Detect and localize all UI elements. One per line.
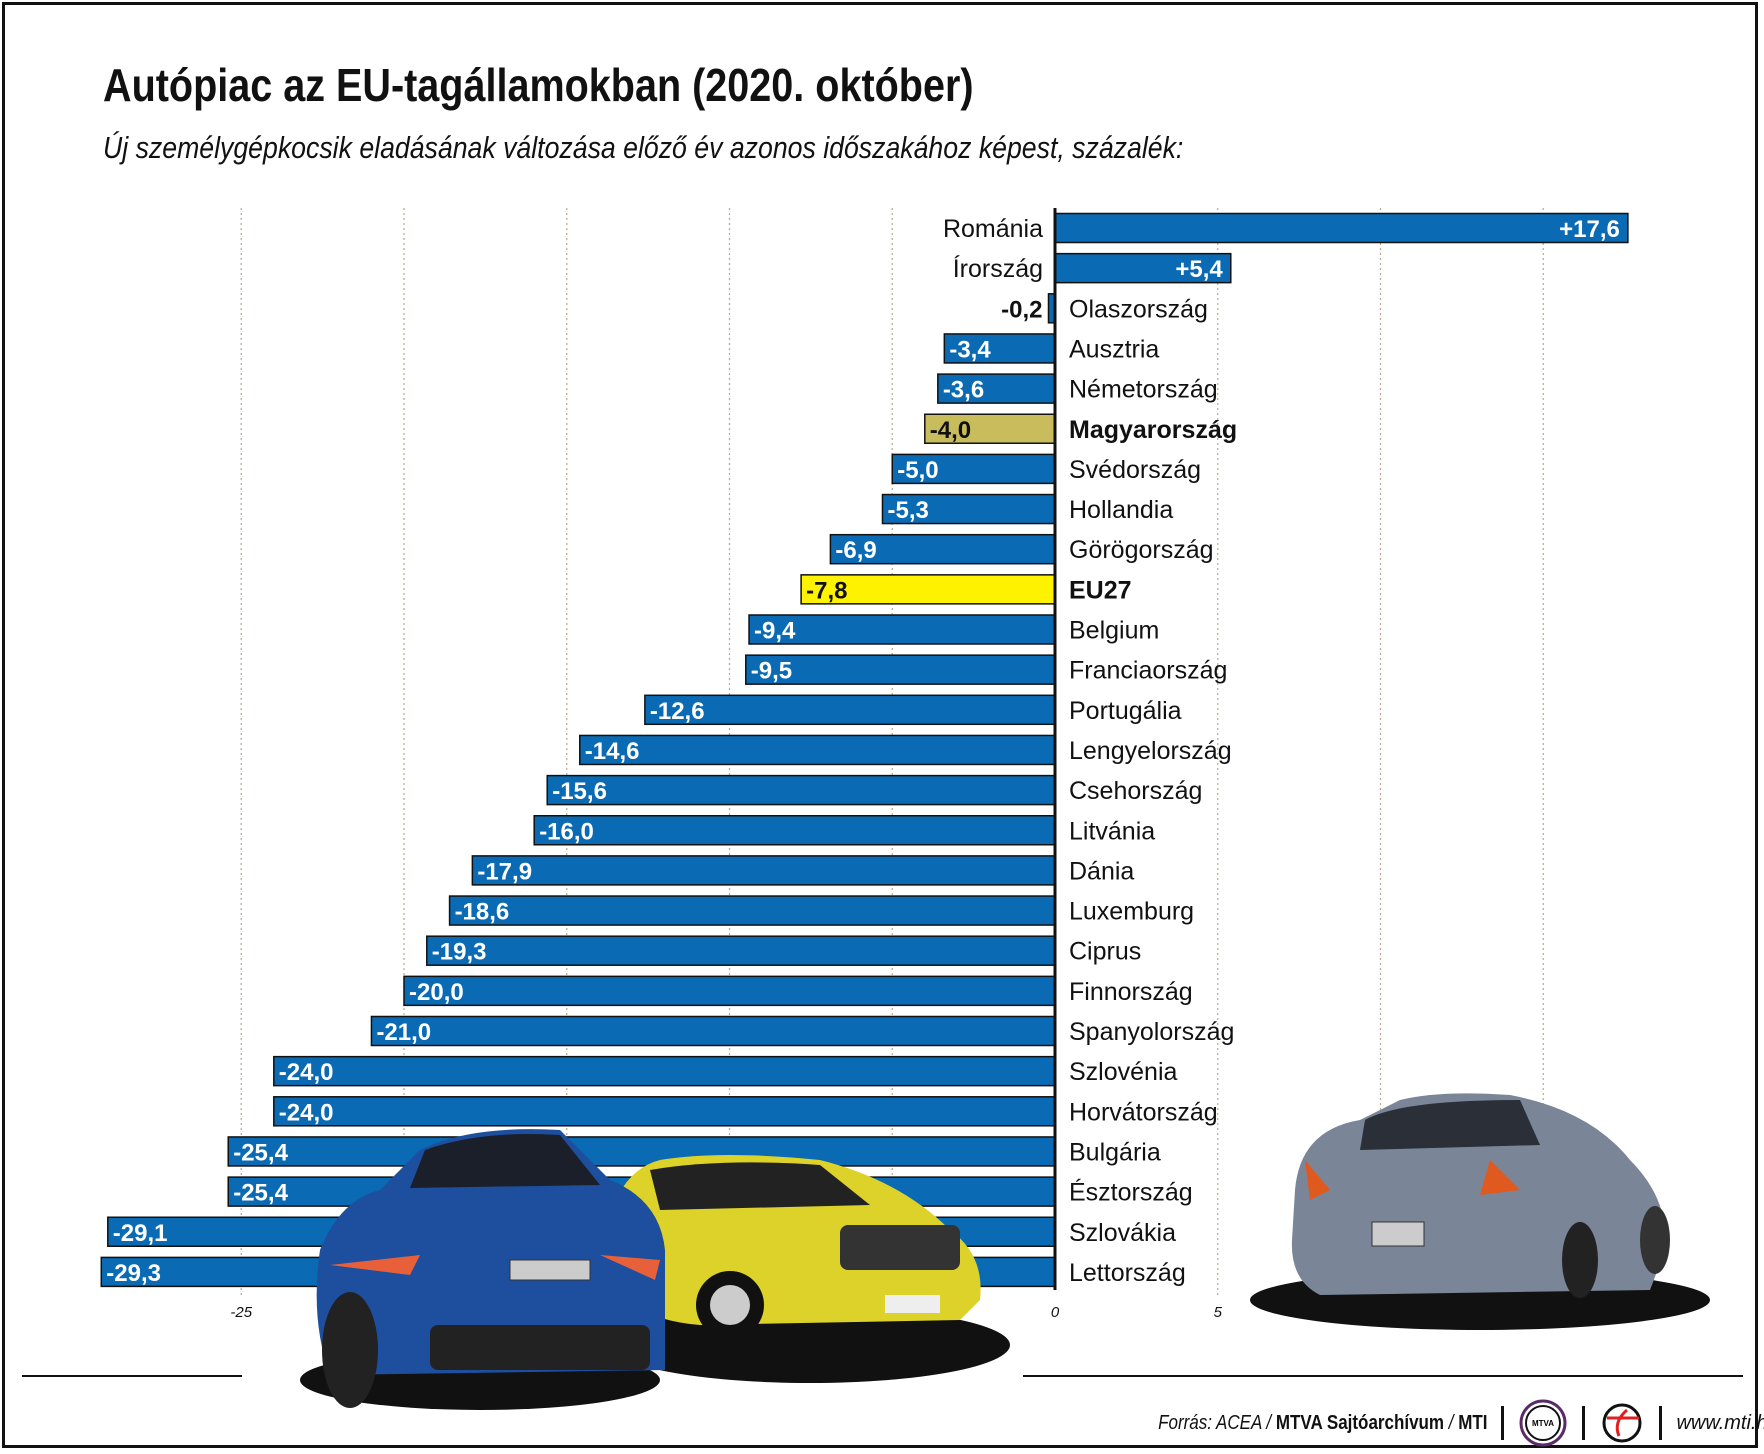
category-label: Észtország [1069, 1178, 1193, 1207]
value-label: -24,0 [279, 1099, 334, 1126]
bar [546, 774, 1056, 806]
category-label: Olaszország [1069, 295, 1208, 323]
bar [471, 855, 1056, 886]
bar [448, 895, 1056, 926]
category-label: Lettország [1069, 1259, 1186, 1287]
website-link[interactable]: www.mti.hu [1676, 1411, 1764, 1434]
bar [943, 333, 1056, 364]
blue-car-illustration [300, 1129, 665, 1410]
category-label: Franciaország [1069, 657, 1227, 685]
category-label: Ausztria [1069, 335, 1159, 363]
value-label: -3,4 [949, 336, 991, 363]
category-label: Horvátország [1069, 1098, 1218, 1126]
bar [1054, 212, 1629, 244]
category-label: Hollandia [1069, 496, 1173, 524]
tick-label: -25 [230, 1304, 252, 1321]
value-label: -29,1 [113, 1220, 168, 1247]
bar [533, 815, 1056, 846]
category-label: Magyarország [1069, 416, 1237, 444]
bar [829, 533, 1056, 565]
bar [426, 935, 1056, 966]
value-label: -9,4 [754, 618, 796, 645]
bar [273, 1055, 1056, 1087]
value-label: -3,6 [943, 377, 984, 404]
category-label: Dánia [1069, 857, 1134, 885]
category-label: Németország [1069, 376, 1218, 404]
value-label: -15,6 [552, 778, 607, 805]
value-label: -0,2 [1001, 296, 1042, 323]
value-label: -21,0 [376, 1019, 431, 1046]
mtva-logo: MTVA [1519, 1399, 1567, 1447]
value-label: -19,3 [432, 939, 487, 966]
bar [891, 453, 1056, 485]
category-label: Svédország [1069, 456, 1201, 484]
bar [227, 1136, 1056, 1167]
value-label: -20,0 [409, 979, 464, 1006]
source-credit: Forrás: ACEA / MTVA Sajtóarchívum / MTI [1158, 1411, 1488, 1434]
category-label: Bulgária [1069, 1138, 1161, 1166]
bar [644, 694, 1056, 726]
car-illustrations [300, 1093, 1710, 1410]
value-label: -17,9 [477, 858, 532, 885]
divider [1582, 1406, 1586, 1440]
value-label: -18,6 [455, 899, 510, 926]
value-label: -29,3 [106, 1260, 161, 1287]
value-label: -12,6 [650, 698, 705, 725]
category-label: Szlovákia [1069, 1219, 1176, 1247]
bar [403, 975, 1056, 1007]
value-label: -25,4 [233, 1139, 288, 1166]
bar [748, 614, 1056, 645]
category-label: Írország [953, 254, 1043, 283]
category-label: Spanyolország [1069, 1018, 1234, 1046]
category-label: Ciprus [1069, 938, 1141, 966]
bar [745, 654, 1056, 685]
tick-label: 5 [1214, 1304, 1223, 1321]
category-label: EU27 [1069, 576, 1132, 604]
value-label: -5,3 [887, 497, 928, 524]
divider [1501, 1406, 1505, 1440]
divider [1659, 1406, 1663, 1440]
category-label: Lengyelország [1069, 737, 1232, 765]
value-label: -9,5 [751, 658, 792, 685]
category-label: Luxemburg [1069, 898, 1194, 926]
tick-label: 0 [1051, 1304, 1060, 1321]
category-label: Románia [943, 215, 1043, 243]
bar [881, 493, 1056, 525]
category-label: Szlovénia [1069, 1058, 1177, 1086]
value-label: -7,8 [806, 577, 847, 604]
footer: Forrás: ACEA / MTVA Sajtóarchívum / MTI … [1100, 1398, 1764, 1448]
value-label: -6,9 [835, 537, 876, 564]
category-label: Portugália [1069, 697, 1182, 725]
bar [800, 574, 1056, 605]
category-label: Litvánia [1069, 817, 1155, 845]
value-label: -5,0 [897, 457, 938, 484]
bar [273, 1096, 1056, 1127]
bar [579, 734, 1056, 766]
value-label: +5,4 [1175, 256, 1223, 283]
category-label: Finnország [1069, 978, 1193, 1006]
category-label: Görögország [1069, 536, 1214, 564]
category-label: Csehország [1069, 777, 1202, 805]
page-subtitle: Új személygépkocsik eladásának változása… [103, 130, 1184, 165]
value-label: -24,0 [279, 1059, 334, 1086]
svg-text:MTVA: MTVA [1532, 1419, 1554, 1428]
bar [370, 1015, 1056, 1047]
value-label: -16,0 [539, 818, 594, 845]
value-label: +17,6 [1559, 216, 1620, 243]
page-title: Autópiac az EU-tagállamokban (2020. októ… [103, 59, 974, 111]
bar [937, 373, 1056, 404]
mti-logo [1602, 1403, 1642, 1443]
value-label: -4,0 [930, 417, 971, 444]
yellow-car-illustration [605, 1155, 1010, 1383]
grey-car-illustration [1250, 1093, 1710, 1330]
category-label: Belgium [1069, 617, 1159, 645]
value-label: -14,6 [585, 738, 640, 765]
value-label: -25,4 [233, 1180, 288, 1207]
